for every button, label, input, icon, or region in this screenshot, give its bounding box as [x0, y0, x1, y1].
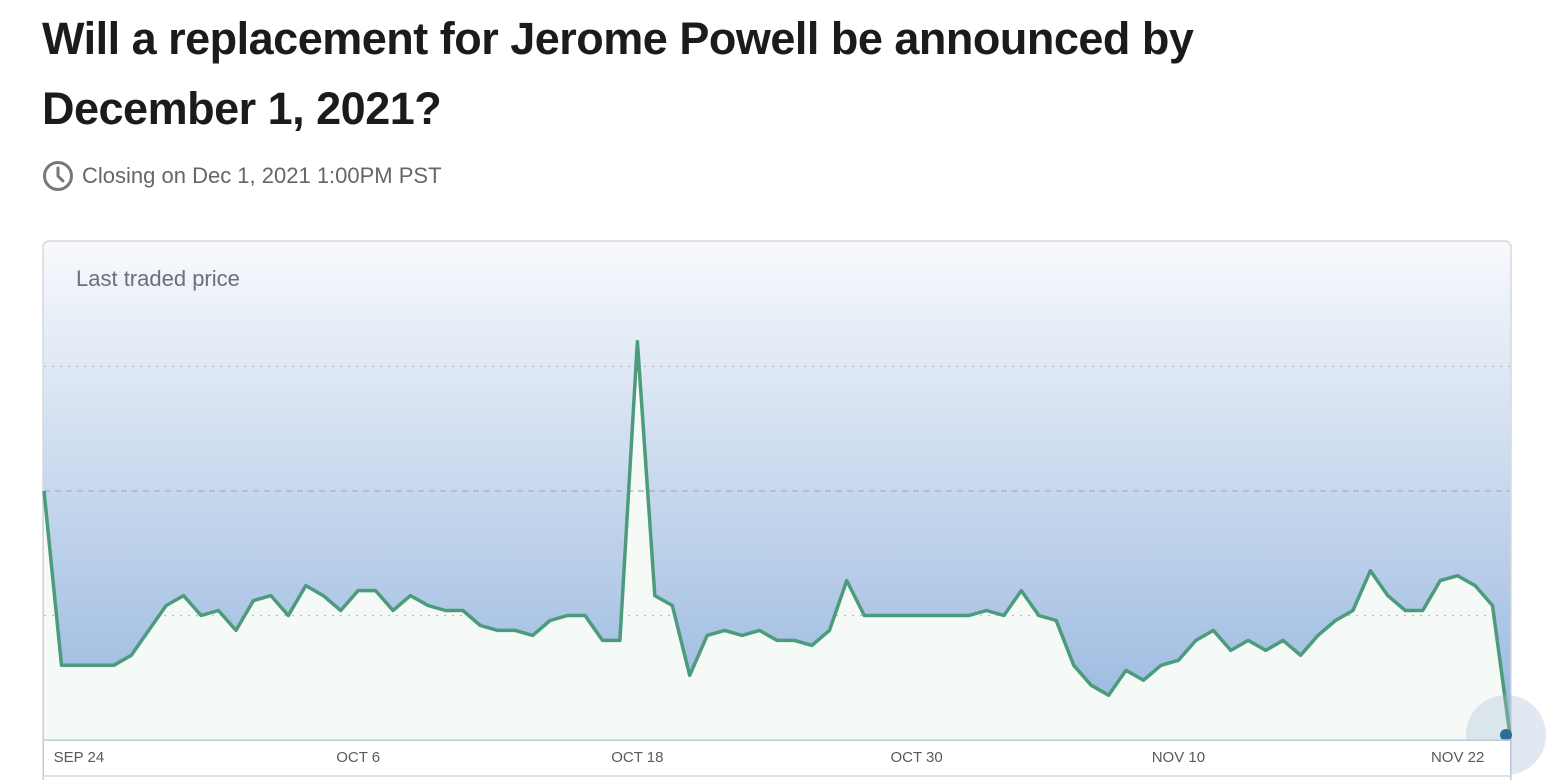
clock-icon	[43, 161, 73, 191]
price-line	[42, 339, 1512, 736]
last-point	[1500, 729, 1512, 742]
market-title: Will a replacement for Jerome Powell be …	[42, 13, 1194, 134]
closing-time: Closing on Dec 1, 2021 1:00PM PST	[82, 163, 442, 188]
axis-band	[44, 741, 1510, 780]
area	[44, 341, 1510, 740]
x-tick-label: OCT 18	[611, 749, 663, 766]
x-tick-label: OCT 30	[890, 749, 942, 766]
x-tick-label: NOV 22	[1431, 749, 1484, 766]
x-tick-label: SEP 24	[54, 749, 105, 766]
x-tick-label: OCT 6	[336, 749, 380, 766]
x-tick-label: NOV 10	[1152, 749, 1205, 766]
chart-title: Last traded price	[76, 266, 240, 291]
